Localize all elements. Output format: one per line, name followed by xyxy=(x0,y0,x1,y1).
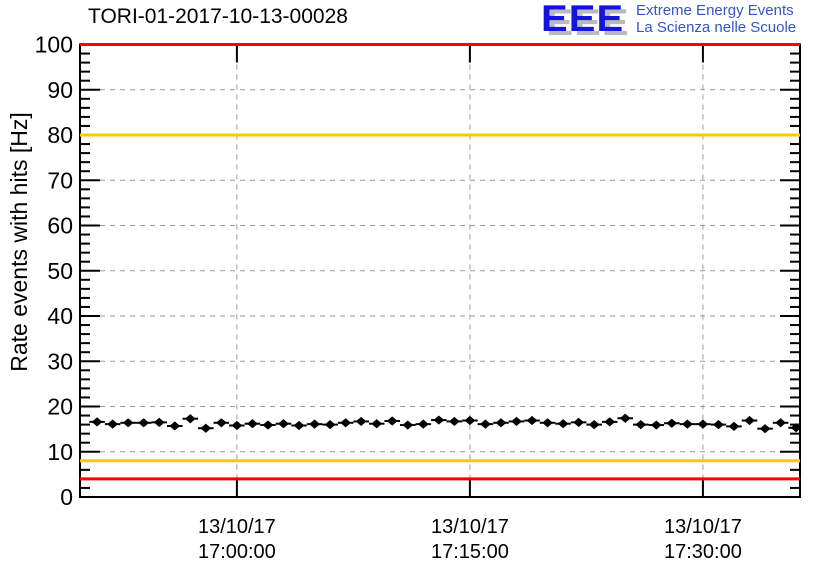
y-tick-label: 100 xyxy=(35,32,73,58)
data-point-marker xyxy=(417,419,429,429)
data-point-marker xyxy=(697,419,709,429)
data-point-marker xyxy=(371,419,383,429)
data-point-marker xyxy=(557,419,569,429)
data-point-marker xyxy=(448,416,460,427)
data-point-marker xyxy=(604,417,616,427)
data-point-marker xyxy=(464,415,476,426)
x-tick-label-date: 13/10/17 xyxy=(198,516,276,538)
data-point-marker xyxy=(588,420,600,430)
data-point-marker xyxy=(184,414,196,424)
data-point-marker xyxy=(635,420,647,430)
y-tick-label: 30 xyxy=(47,348,73,374)
data-point-marker xyxy=(91,417,103,427)
data-point-marker xyxy=(122,418,134,428)
y-tick-label: 90 xyxy=(47,77,73,103)
data-point-marker xyxy=(542,418,553,428)
x-tick-label-time: 17:15:00 xyxy=(431,541,509,563)
x-tick-label-time: 17:30:00 xyxy=(664,541,742,563)
data-point-marker xyxy=(433,415,445,425)
data-point-marker xyxy=(231,420,243,431)
y-tick-label: 40 xyxy=(47,303,73,329)
data-point-marker xyxy=(573,417,585,427)
eee-logo-taglines: Extreme Energy Events La Scienza nelle S… xyxy=(636,1,796,36)
data-point-marker xyxy=(153,417,165,427)
x-tick-label-time: 17:00:00 xyxy=(198,541,276,563)
y-tick-label: 10 xyxy=(47,439,73,465)
data-point-marker xyxy=(262,420,274,430)
data-point-marker xyxy=(619,413,631,423)
data-point-marker xyxy=(728,421,740,432)
y-tick-label: 80 xyxy=(47,122,73,148)
data-point-marker xyxy=(215,418,227,428)
data-point-marker xyxy=(744,415,755,426)
y-tick-label: 50 xyxy=(47,258,73,284)
data-point-marker xyxy=(759,424,771,434)
data-point-marker xyxy=(480,419,491,429)
data-point-marker xyxy=(650,420,662,430)
y-tick-label: 0 xyxy=(60,484,73,510)
data-point-marker xyxy=(790,423,800,433)
data-point-marker xyxy=(169,421,181,431)
data-point-marker xyxy=(681,419,693,429)
data-point-marker xyxy=(775,418,786,428)
eee-logo: EEE Extreme Energy Events La Scienza nel… xyxy=(541,0,796,39)
data-point-marker xyxy=(526,415,538,426)
data-point-marker xyxy=(200,423,212,433)
data-point-marker xyxy=(309,419,320,429)
data-point-marker xyxy=(278,419,289,429)
data-series-rate-events-with-hits xyxy=(89,413,800,434)
eee-logo-tagline-1: Extreme Energy Events xyxy=(636,2,794,19)
data-point-marker xyxy=(355,416,367,427)
eee-logo-acronym: EEE xyxy=(541,0,625,39)
data-point-marker xyxy=(511,416,522,427)
data-point-marker xyxy=(666,418,678,428)
data-point-marker xyxy=(340,418,352,428)
data-point-marker xyxy=(713,420,724,430)
data-point-marker xyxy=(324,420,336,430)
data-point-marker xyxy=(247,419,258,429)
plot-title: TORI-01-2017-10-13-00028 xyxy=(88,5,348,28)
data-point-marker xyxy=(386,416,398,426)
y-tick-label: 20 xyxy=(47,394,73,420)
y-axis-title: Rate events with hits [Hz] xyxy=(6,112,32,372)
y-tick-label: 60 xyxy=(47,213,73,239)
data-point-marker xyxy=(495,418,507,428)
x-tick-label-date: 13/10/17 xyxy=(431,516,509,538)
data-point-marker xyxy=(107,419,119,429)
data-point-marker xyxy=(138,418,150,428)
x-tick-label-date: 13/10/17 xyxy=(664,516,742,538)
eee-logo-tagline-2: La Scienza nelle Scuole xyxy=(636,19,797,36)
data-point-marker xyxy=(293,420,305,431)
y-tick-label: 70 xyxy=(47,167,73,193)
data-point-marker xyxy=(402,420,414,430)
